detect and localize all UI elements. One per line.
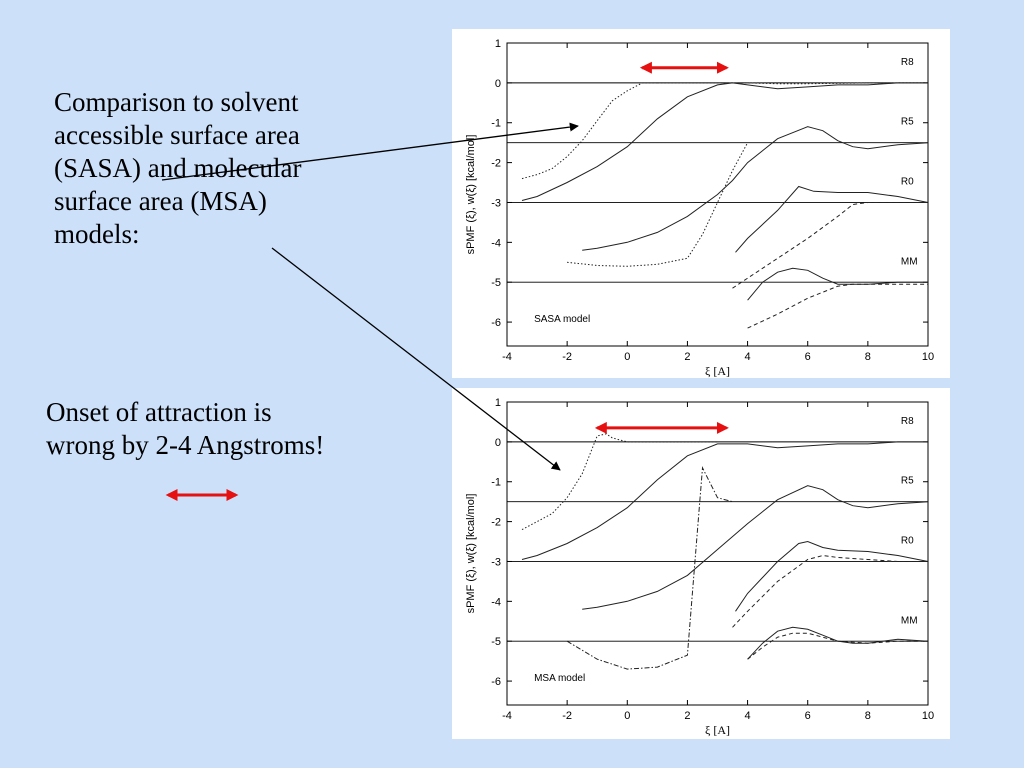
model-label: SASA model — [534, 314, 590, 325]
x-tick-label: 0 — [624, 710, 630, 722]
x-tick-label: -2 — [562, 710, 572, 722]
curve-label: R5 — [901, 117, 914, 128]
series-line-8 — [747, 632, 928, 660]
y-tick-label: -2 — [491, 158, 501, 170]
x-tick-label: 2 — [684, 351, 690, 363]
series-line-4 — [582, 126, 929, 251]
y-tick-label: 1 — [495, 397, 501, 409]
y-tick-label: 1 — [495, 38, 501, 50]
y-tick-label: -4 — [491, 596, 501, 608]
comparison-text-line: Comparison to solvent — [54, 87, 299, 117]
onset-text-line: wrong by 2-4 Angstroms! — [46, 430, 325, 460]
series-line-3 — [582, 485, 929, 610]
y-tick-label: -2 — [491, 517, 501, 529]
series-line-9 — [747, 283, 928, 329]
x-tick-label: -4 — [502, 351, 512, 363]
curve-label: R0 — [901, 177, 914, 188]
x-axis-title: ξ [A] — [705, 364, 730, 378]
y-axis-title: sPMF (ξ), w(ξ) [kcal/mol] — [465, 135, 477, 255]
x-tick-label: -4 — [502, 710, 512, 722]
curve-label: MM — [901, 256, 918, 267]
x-tick-label: 2 — [684, 710, 690, 722]
x-tick-label: 0 — [624, 351, 630, 363]
msa-chart-panel: -4 -2 0 2 4 6 8 10 1 0 -1 -2 -3 -4 -5 -6 R8 R5 R0 MM MSA mod… — [452, 388, 950, 739]
comparison-text-line: models: — [54, 219, 140, 249]
x-tick-label: 4 — [745, 710, 751, 722]
y-tick-label: -6 — [491, 317, 501, 329]
series-line-5 — [567, 142, 749, 267]
series-line-7 — [747, 626, 929, 660]
series-line-5 — [735, 540, 929, 612]
sasa-chart-panel: -4 -2 0 2 4 6 8 10 1 0 -1 -2 -3 -4 -5 -6 R8 R5 R0 MM SASA mo… — [452, 29, 950, 378]
x-axis-title: ξ [A] — [705, 723, 730, 737]
onset-text-line: Onset of attraction is — [46, 397, 272, 427]
curve-label: R8 — [901, 57, 914, 68]
x-tick-label: 8 — [865, 710, 871, 722]
series-line-7 — [732, 202, 928, 289]
series-line-2 — [521, 441, 928, 560]
series-line-1 — [521, 82, 658, 180]
comparison-text-line: accessible surface area — [54, 120, 300, 150]
curve-label: R8 — [901, 416, 914, 427]
curve-label: R5 — [901, 476, 914, 487]
curve-label: R0 — [901, 536, 914, 547]
comparison-text-line: surface area (MSA) — [54, 186, 267, 216]
plot-frame — [506, 401, 929, 706]
series-line-6 — [732, 554, 928, 628]
y-tick-label: -1 — [491, 477, 501, 489]
series-line-1 — [521, 433, 718, 531]
series-line-8 — [747, 267, 928, 301]
model-label: MSA model — [534, 673, 585, 684]
y-tick-label: -3 — [491, 556, 501, 568]
series-line-3 — [521, 82, 928, 201]
curve-label: MM — [901, 615, 918, 626]
y-tick-label: -5 — [491, 636, 501, 648]
y-tick-label: 0 — [495, 437, 501, 449]
y-tick-label: -6 — [491, 676, 501, 688]
x-tick-label: 10 — [922, 351, 934, 363]
y-axis-title: sPMF (ξ), w(ξ) [kcal/mol] — [465, 494, 477, 614]
x-tick-label: 8 — [865, 351, 871, 363]
series-line-6 — [735, 185, 929, 253]
x-tick-label: 6 — [805, 351, 811, 363]
onset-text: Onset of attraction is wrong by 2-4 Angs… — [46, 396, 426, 462]
y-tick-label: -4 — [491, 237, 501, 249]
x-tick-label: -2 — [562, 351, 572, 363]
x-tick-label: 6 — [805, 710, 811, 722]
x-tick-label: 4 — [745, 351, 751, 363]
plot-frame — [506, 42, 929, 347]
y-tick-label: -1 — [491, 118, 501, 130]
y-tick-label: -5 — [491, 277, 501, 289]
y-tick-label: -3 — [491, 197, 501, 209]
comparison-text: Comparison to solvent accessible surface… — [54, 86, 394, 251]
y-tick-label: 0 — [495, 78, 501, 90]
comparison-text-line: (SASA) and molecular — [54, 153, 302, 183]
series-line-4 — [566, 465, 733, 670]
x-tick-label: 10 — [922, 710, 934, 722]
